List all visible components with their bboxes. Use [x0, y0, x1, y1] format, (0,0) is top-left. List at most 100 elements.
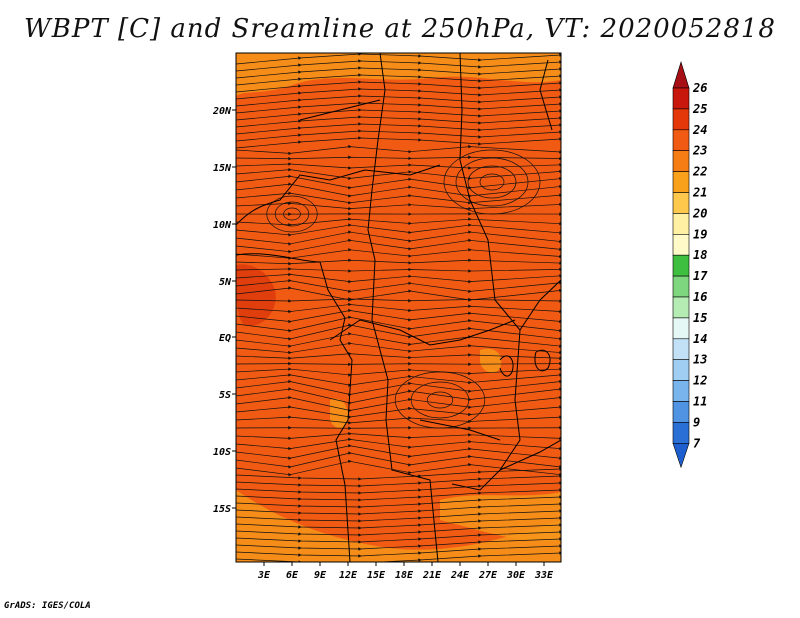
lon-tick-label: 12E — [339, 570, 358, 581]
streamline — [236, 101, 561, 114]
streamline — [236, 115, 561, 128]
country-border — [236, 164, 441, 226]
lon-tick-label: 33E — [534, 570, 554, 581]
lon-tick-label: 21E — [422, 570, 442, 581]
streamline — [236, 308, 561, 324]
colorbar: 26 25 24 23 22 21 20 19 18 17 16 15 14 13 12 11 9 7 — [672, 60, 708, 469]
vortex — [394, 371, 486, 429]
vortex — [467, 165, 517, 199]
streamline — [236, 437, 561, 451]
colorbar-segment — [672, 296, 690, 319]
colorbar-label: 21 — [692, 186, 707, 200]
vortex — [455, 157, 529, 207]
colorbar-label: 13 — [693, 353, 707, 367]
streamline — [236, 217, 561, 227]
streamline — [236, 361, 561, 367]
lat-tick-label: 15S — [213, 504, 231, 515]
colorbar-segment — [672, 275, 690, 298]
streamline — [236, 341, 561, 355]
lat-tick-label: 10N — [213, 220, 232, 231]
colorbar-label: 7 — [693, 436, 701, 450]
colorbar-segment — [672, 171, 690, 193]
streamline — [236, 122, 561, 135]
colorbar-segment — [672, 422, 690, 444]
colorbar-label: 16 — [693, 290, 707, 304]
streamline — [236, 248, 561, 260]
streamline — [236, 155, 561, 161]
streamline — [236, 267, 561, 273]
streamline — [236, 73, 561, 86]
streamline — [236, 87, 561, 100]
colorbar-label: 17 — [693, 269, 708, 283]
streamline — [236, 162, 561, 170]
colorbar-segment — [672, 254, 690, 277]
lon-tick-label: 18E — [395, 570, 414, 581]
colorbar-max-arrow — [672, 60, 690, 89]
lon-tick-label: 27E — [478, 570, 498, 581]
streamline — [236, 367, 561, 377]
lon-tick-label: 3E — [257, 570, 271, 581]
latitude-axis: 20N 15N 10N 5N EQ 5S 10S 15S — [212, 106, 236, 515]
streamline — [236, 191, 561, 205]
colorbar-segment — [672, 401, 690, 423]
colorbar-segment — [672, 87, 690, 110]
streamline — [236, 80, 561, 93]
streamline — [236, 94, 561, 107]
lat-tick-label: 5N — [219, 277, 232, 288]
map-panel — [236, 53, 561, 562]
colorbar-segment — [672, 108, 690, 131]
colorbar-segment — [672, 338, 690, 360]
streamline — [236, 444, 561, 461]
country-border — [367, 53, 439, 562]
streamline — [236, 315, 561, 333]
colorbar-label: 24 — [692, 123, 707, 137]
country-border — [519, 279, 561, 331]
colorbar-label: 19 — [693, 227, 707, 241]
country-border — [499, 439, 561, 471]
streamline — [236, 223, 561, 237]
country-borders — [236, 53, 561, 562]
streamline — [236, 201, 561, 211]
colorbar-segment — [672, 359, 690, 381]
country-border — [499, 355, 514, 377]
grads-credit: GrADS: IGES/COLA — [4, 601, 91, 611]
vortex — [274, 201, 310, 227]
streamline — [236, 258, 561, 266]
colorbar-label: 25 — [692, 102, 707, 116]
colorbar-min-arrow — [672, 443, 690, 469]
lon-tick-label: 6E — [286, 570, 299, 581]
streamline — [236, 136, 561, 149]
streamline — [236, 53, 561, 65]
country-border — [329, 319, 516, 346]
vortex — [479, 173, 505, 191]
lat-tick-label: 20N — [212, 106, 232, 117]
colorbar-label: 18 — [693, 248, 707, 262]
streamline — [236, 66, 561, 79]
streamline — [236, 59, 561, 72]
lat-tick-label: EQ — [219, 333, 231, 344]
map-frame — [235, 52, 562, 563]
country-border — [299, 99, 381, 121]
colorbar-label: 14 — [693, 332, 707, 346]
colorbar-segment — [672, 129, 690, 152]
lat-tick-label: 15N — [213, 163, 232, 174]
country-border — [539, 59, 553, 131]
vortex — [443, 149, 541, 215]
vortex — [426, 391, 454, 409]
colorbar-segment — [672, 192, 690, 214]
colorbar-label: 12 — [693, 374, 707, 388]
streamline — [236, 451, 561, 469]
lon-tick-label: 24E — [450, 570, 470, 581]
country-border — [419, 419, 501, 441]
country-border — [451, 53, 521, 491]
streamline — [236, 459, 561, 477]
streamline — [236, 405, 561, 419]
wbpt-patch — [236, 264, 276, 326]
colorbar-label: 11 — [693, 395, 707, 409]
streamline — [236, 323, 561, 341]
colorbar-label: 9 — [693, 415, 700, 429]
longitude-axis: 3E 6E 9E 12E 15E 18E 21E 24E 27E 30E 33E — [257, 562, 554, 581]
colorbar-label: 26 — [692, 81, 707, 95]
lon-tick-label: 30E — [506, 570, 526, 581]
lat-tick-label: 5S — [219, 390, 231, 401]
